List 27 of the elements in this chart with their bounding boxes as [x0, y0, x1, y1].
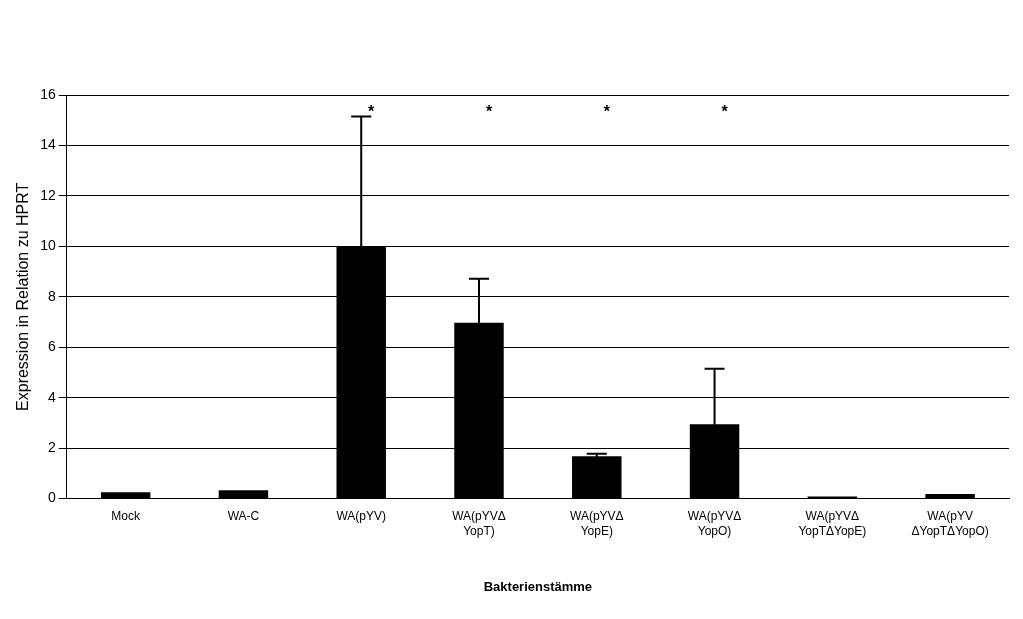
- y-axis-title: Expression in Relation zu HPRT: [14, 182, 32, 411]
- bar: [218, 490, 269, 499]
- y-tick-label: 12: [40, 186, 56, 203]
- x-tick-label: WA-C: [227, 509, 260, 524]
- annotation: *: [485, 103, 493, 121]
- x-axis-title: Bakterienstämme: [483, 578, 593, 594]
- y-tick-label: 2: [47, 439, 56, 456]
- x-tick-label: WA(pYV): [336, 509, 386, 524]
- y-tick-label: 10: [40, 237, 56, 254]
- bar: [925, 494, 975, 499]
- bar: [572, 456, 622, 499]
- y-tick-label: 6: [47, 338, 56, 355]
- y-tick-label: 0: [47, 489, 56, 506]
- annotation: *: [721, 103, 729, 121]
- annotation: *: [603, 103, 611, 121]
- annotation: *: [368, 103, 376, 121]
- y-tick-label: 14: [40, 136, 56, 153]
- x-tick-label: WA(pYV ΔYopTΔYopO): [911, 509, 989, 538]
- y-tick-label: 16: [40, 85, 56, 102]
- y-tick-label: 8: [47, 287, 56, 304]
- y-tick-label: 4: [47, 388, 56, 405]
- x-tick-label: WA(pYVΔ YopTΔYopE): [798, 509, 867, 538]
- x-tick-label: WA(pYVΔ YopE): [569, 509, 624, 538]
- x-tick-label: Mock: [111, 509, 141, 524]
- x-tick-label: WA(pYVΔ YopT): [452, 509, 506, 538]
- bar: [100, 492, 151, 499]
- x-tick-label: WA(pYVΔ YopO): [687, 509, 742, 538]
